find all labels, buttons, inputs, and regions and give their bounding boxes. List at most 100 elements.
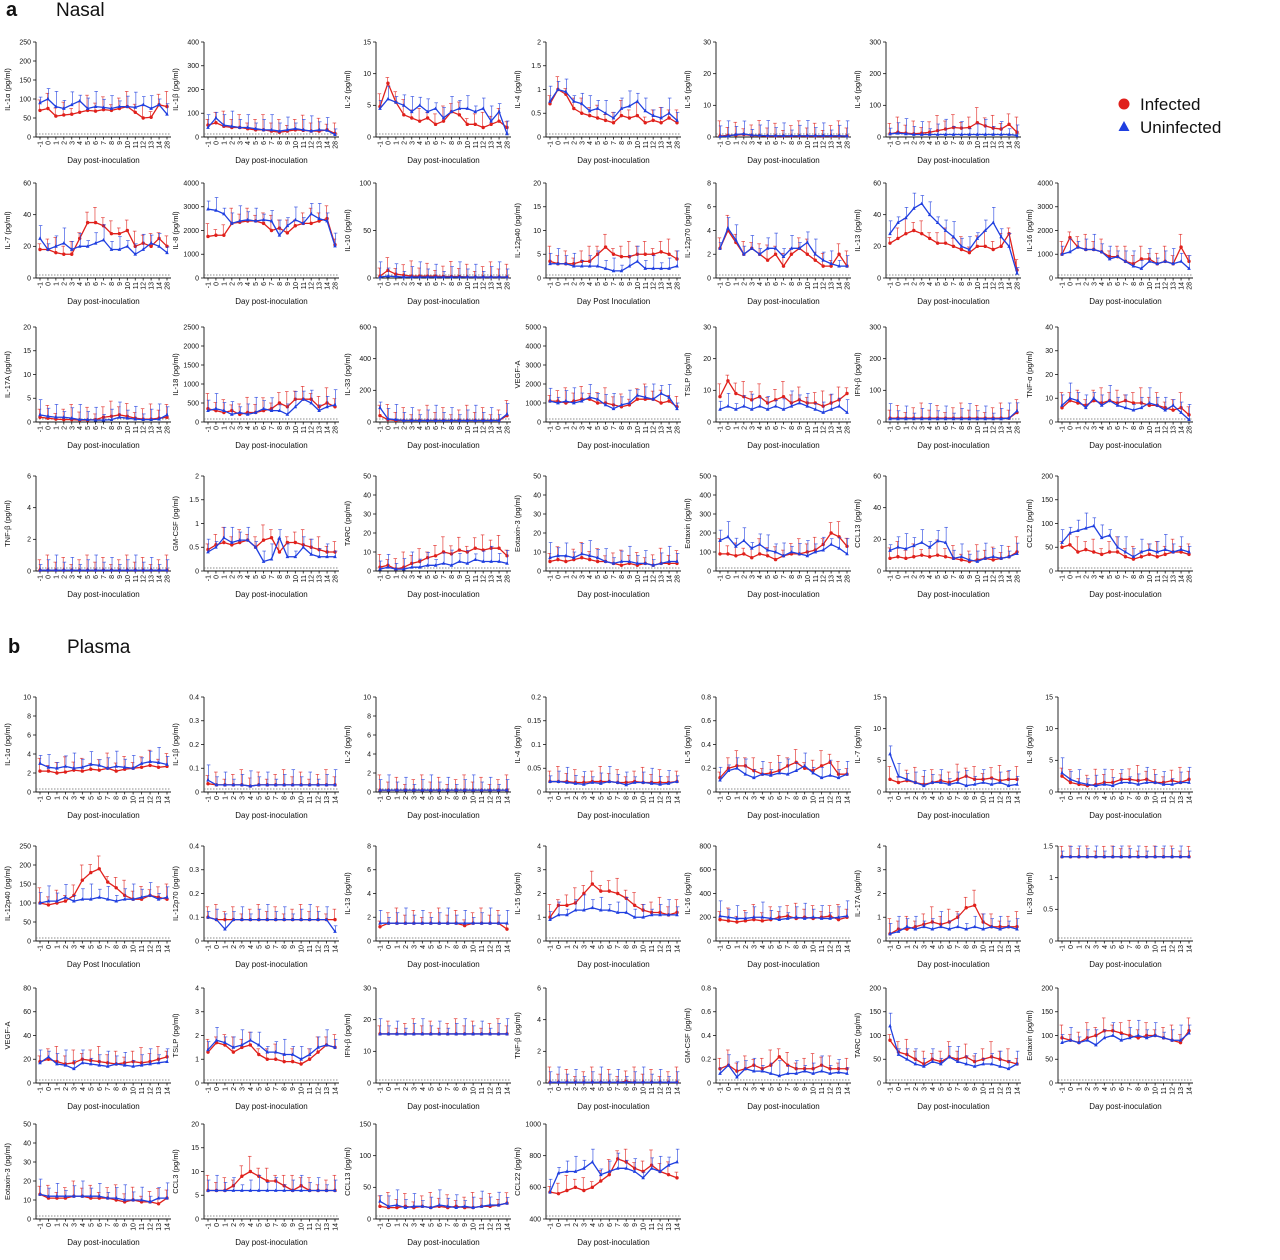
y-tick-label: 3000 — [1037, 204, 1053, 211]
data-point — [109, 106, 114, 110]
x-tick-label: 6 — [943, 282, 950, 286]
x-tick-label: 8 — [619, 426, 626, 430]
series-uninfected — [206, 389, 338, 416]
data-point — [417, 559, 422, 564]
y-tick-label: 1000 — [183, 381, 199, 388]
series-infected — [37, 749, 169, 775]
x-axis-label: Day post-inoculation — [577, 811, 649, 820]
x-tick-label: 3 — [1091, 282, 1098, 286]
data-point — [667, 266, 671, 270]
x-tick-label: 8 — [109, 426, 116, 430]
data-point — [611, 116, 616, 120]
x-tick-label: 6 — [773, 575, 780, 579]
x-tick-label: 3 — [749, 575, 756, 579]
data-point — [564, 89, 568, 94]
data-point — [951, 416, 956, 421]
x-tick-label: 2 — [1083, 282, 1090, 286]
data-point — [333, 782, 337, 787]
y-tick-label: 2 — [537, 39, 541, 46]
data-point — [285, 554, 290, 559]
x-tick-label: 2 — [61, 282, 68, 286]
x-tick-label: 0 — [725, 426, 732, 430]
data-point — [635, 397, 640, 401]
x-tick-label: 12 — [309, 141, 316, 149]
data-point — [77, 236, 82, 241]
x-tick-label: 14 — [1007, 141, 1014, 149]
data-point — [991, 558, 995, 562]
x-tick-label: 3 — [69, 575, 76, 579]
data-point — [101, 107, 106, 112]
data-point — [505, 554, 509, 558]
data-point — [445, 788, 450, 792]
x-tick-label: 13 — [149, 141, 156, 149]
x-tick-label: 9 — [1139, 426, 1146, 430]
x-tick-label: -1 — [888, 426, 895, 432]
data-point — [1139, 257, 1144, 261]
data-point — [206, 778, 210, 782]
y-tick-label: 15 — [533, 204, 541, 211]
x-tick-label: 1 — [53, 575, 60, 579]
series-line — [1061, 246, 1190, 270]
data-point — [805, 252, 810, 256]
y-tick-label: 0 — [367, 134, 371, 141]
series-uninfected — [378, 774, 510, 792]
x-tick-label: 14 — [497, 426, 504, 434]
data-point — [1015, 133, 1019, 137]
x-tick-label: 6 — [603, 282, 610, 286]
data-point — [904, 231, 908, 236]
data-point — [667, 111, 671, 115]
data-point — [888, 131, 892, 136]
data-point — [811, 771, 815, 775]
data-point — [222, 535, 226, 540]
x-tick-label: 1 — [563, 141, 570, 145]
x-tick-label: 5 — [935, 282, 942, 286]
x-tick-label: 0 — [213, 141, 220, 145]
x-tick-label: 6 — [943, 141, 950, 145]
x-tick-label: 28 — [165, 141, 172, 149]
data-point — [643, 395, 648, 399]
data-point — [773, 252, 778, 256]
data-point — [70, 252, 74, 256]
data-point — [1131, 401, 1136, 405]
data-point — [223, 782, 227, 787]
x-tick-label: 0 — [1067, 575, 1074, 579]
x-axis-label: Day post-inoculation — [67, 441, 139, 450]
data-point — [975, 559, 980, 563]
x-tick-label: 1 — [53, 426, 60, 430]
data-point — [420, 788, 425, 792]
data-point — [1007, 132, 1011, 136]
data-point — [230, 124, 234, 128]
y-tick-label: 200 — [187, 87, 199, 94]
x-tick-label: 9 — [972, 796, 979, 800]
x-tick-label: 3 — [749, 141, 756, 145]
data-point — [718, 778, 722, 782]
y-tick-label: 400 — [187, 39, 199, 46]
x-tick-label: 5 — [88, 796, 95, 800]
data-point — [781, 133, 786, 138]
data-point — [277, 408, 282, 412]
data-point — [829, 261, 833, 266]
x-tick-label: 2 — [401, 426, 408, 430]
x-tick-label: 7 — [951, 282, 958, 286]
x-tick-label: 6 — [265, 796, 272, 800]
data-point — [643, 561, 648, 565]
x-tick-label: 11 — [983, 141, 990, 148]
x-tick-label: 8 — [619, 575, 626, 579]
data-point — [935, 132, 940, 136]
x-axis-label: Day post-inoculation — [67, 156, 139, 165]
y-tick-label: 0.2 — [701, 766, 711, 773]
data-point — [920, 553, 924, 557]
data-point — [253, 545, 258, 549]
y-tick-label: 30 — [703, 39, 711, 46]
x-axis-label: Day post-inoculation — [747, 156, 819, 165]
y-tick-label: 0 — [877, 789, 881, 796]
x-tick-label: 2 — [911, 141, 918, 145]
x-tick-label: 5 — [85, 282, 92, 286]
x-tick-label: -1 — [888, 282, 895, 288]
x-tick-label: 4 — [587, 282, 594, 286]
x-tick-label: 13 — [999, 282, 1006, 290]
data-point — [579, 551, 584, 556]
x-tick-label: 8 — [449, 575, 456, 579]
x-tick-label: 0 — [385, 426, 392, 430]
